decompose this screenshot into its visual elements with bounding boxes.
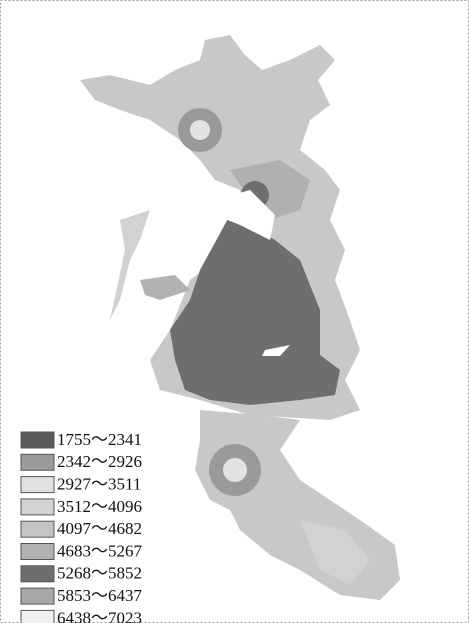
legend-swatch [21,499,54,515]
legend-label: 5853～6437 [57,586,142,605]
legend-label: 4097～4682 [57,519,142,538]
legend-label: 1755～2341 [57,430,142,449]
legend-label: 3512～4096 [57,497,142,516]
legend-label: 2927～3511 [57,475,141,494]
legend-swatch [21,477,54,493]
legend-swatch [21,521,54,537]
region [110,210,150,320]
legend-swatch [21,566,54,582]
legend-label: 5268～5852 [57,564,142,583]
legend-label: 6438～7023 [57,608,142,623]
legend-swatch [21,454,54,470]
legend-swatch [21,610,54,623]
legend: 1755～2341 2342～2926 2927～3511 3512～4096 4097… [21,430,142,623]
region [223,458,247,482]
legend-label: 4683～5267 [57,541,142,560]
region [190,120,210,140]
legend-swatch [21,544,54,560]
legend-swatch [21,432,54,448]
page: 1755～2341 2342～2926 2927～3511 3512～4096 4097… [0,0,469,623]
legend-swatch [21,588,54,604]
region [140,275,190,300]
legend-label: 2342～2926 [57,452,142,471]
region [195,410,400,600]
map-figure: 1755～2341 2342～2926 2927～3511 3512～4096 4097… [0,0,469,623]
